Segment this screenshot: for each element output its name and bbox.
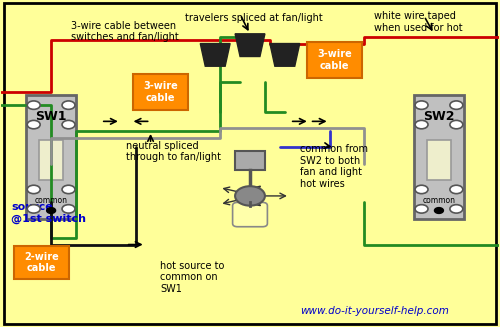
FancyBboxPatch shape bbox=[427, 140, 451, 181]
Text: SW1: SW1 bbox=[36, 110, 67, 123]
FancyBboxPatch shape bbox=[39, 140, 63, 181]
FancyBboxPatch shape bbox=[4, 3, 496, 324]
Text: travelers spliced at fan/light: travelers spliced at fan/light bbox=[186, 13, 323, 23]
Circle shape bbox=[415, 185, 428, 194]
Circle shape bbox=[415, 205, 428, 213]
Text: 3-wire
cable: 3-wire cable bbox=[143, 81, 178, 103]
Circle shape bbox=[62, 120, 75, 129]
Circle shape bbox=[46, 208, 56, 214]
Text: www.do-it-yourself-help.com: www.do-it-yourself-help.com bbox=[300, 306, 448, 316]
Circle shape bbox=[415, 101, 428, 109]
FancyBboxPatch shape bbox=[235, 150, 265, 170]
Circle shape bbox=[62, 205, 75, 213]
FancyBboxPatch shape bbox=[232, 202, 268, 227]
Text: 3-wire cable between
switches and fan/light: 3-wire cable between switches and fan/li… bbox=[71, 21, 179, 43]
Text: common: common bbox=[34, 196, 68, 205]
Circle shape bbox=[450, 205, 463, 213]
Circle shape bbox=[415, 120, 428, 129]
Text: hot source to
common on
SW1: hot source to common on SW1 bbox=[160, 261, 225, 294]
Circle shape bbox=[450, 101, 463, 109]
Circle shape bbox=[235, 186, 265, 206]
Text: common: common bbox=[422, 196, 456, 205]
Text: 2-wire
cable: 2-wire cable bbox=[24, 251, 58, 273]
Text: source
@1st switch: source @1st switch bbox=[12, 202, 86, 224]
Circle shape bbox=[450, 120, 463, 129]
Circle shape bbox=[27, 185, 40, 194]
FancyBboxPatch shape bbox=[414, 95, 464, 219]
Circle shape bbox=[434, 208, 444, 214]
Polygon shape bbox=[235, 34, 265, 57]
Circle shape bbox=[62, 185, 75, 194]
Circle shape bbox=[27, 101, 40, 109]
Polygon shape bbox=[200, 43, 230, 66]
Text: SW2: SW2 bbox=[423, 110, 454, 123]
Text: common from
SW2 to both
fan and light
hot wires: common from SW2 to both fan and light ho… bbox=[300, 144, 368, 189]
Text: neutral spliced
through to fan/light: neutral spliced through to fan/light bbox=[126, 141, 220, 163]
FancyBboxPatch shape bbox=[133, 74, 188, 110]
Text: white wire taped
when used for hot: white wire taped when used for hot bbox=[374, 11, 463, 33]
FancyBboxPatch shape bbox=[307, 42, 362, 77]
FancyBboxPatch shape bbox=[26, 95, 76, 219]
FancyBboxPatch shape bbox=[14, 246, 68, 279]
Circle shape bbox=[62, 101, 75, 109]
Circle shape bbox=[27, 120, 40, 129]
Text: 3-wire
cable: 3-wire cable bbox=[317, 49, 352, 71]
Polygon shape bbox=[270, 43, 300, 66]
Circle shape bbox=[27, 205, 40, 213]
Circle shape bbox=[450, 185, 463, 194]
